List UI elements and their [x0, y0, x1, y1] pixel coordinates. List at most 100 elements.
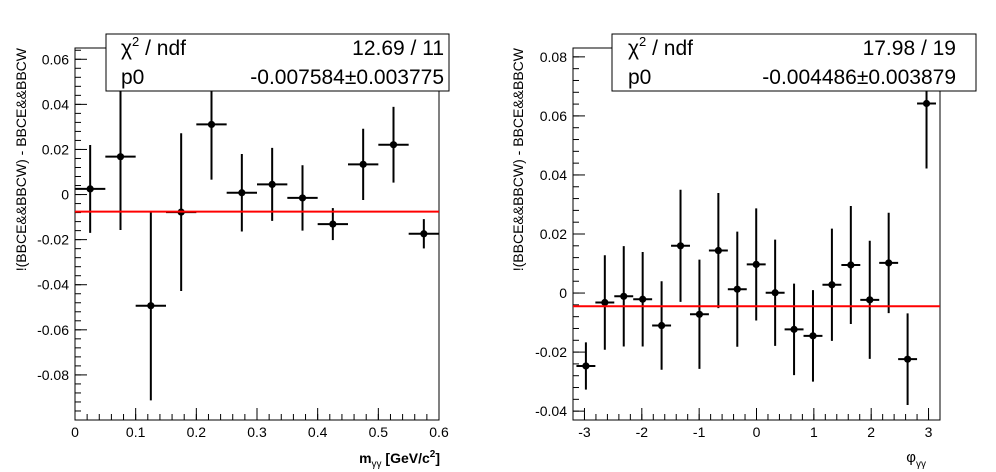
y-axis-title: !(BBCE&&BBCW) - BBCE&&BBCW [13, 47, 29, 271]
data-marker [298, 194, 307, 202]
data-marker [601, 298, 609, 307]
data-marker [885, 259, 893, 267]
right-panel-phi: -3 -2 -1 0 1 2 3 -0.04 -0.02 0 0.02 0.04 0.06 0.08 !(B… [510, 33, 977, 470]
stats-chi2-label: χ2 / ndf [628, 34, 693, 60]
data-marker [238, 189, 246, 197]
stats-p0-value: -0.004486±0.003879 [762, 66, 956, 89]
data-marker [268, 180, 276, 188]
data-marker [676, 242, 685, 250]
x-tick-label: 1 [810, 424, 818, 440]
stats-p0-number: -0.007584 [250, 66, 345, 89]
data-marker [116, 153, 125, 161]
stats-chi2-value: 17.98 / 19 [863, 37, 956, 60]
data-marker [420, 230, 428, 238]
y-tick-label: 0.06 [42, 51, 69, 67]
stats-chi-sup: 2 [639, 34, 646, 49]
x-tick-label: -1 [693, 424, 706, 440]
data-point [576, 342, 596, 390]
stats-p0-label: p0 [628, 66, 651, 89]
x-tick-label: -2 [636, 424, 649, 440]
stats-chi-sup: 2 [132, 34, 139, 49]
data-marker [809, 332, 817, 340]
data-point [822, 228, 842, 341]
data-marker [790, 325, 798, 333]
x-axis-title-sub: γγ [916, 459, 926, 470]
y-tick-label: 0.06 [540, 108, 567, 124]
y-tick-label: 0.08 [540, 49, 567, 65]
x-axis-title-main: m [359, 450, 371, 466]
stats-chi2-value: 12.69 / 11 [352, 37, 444, 60]
data-marker [847, 261, 855, 269]
stats-p0-value: -0.007584±0.003775 [250, 66, 444, 89]
stats-pm-symbol: ± [345, 66, 357, 89]
data-point [408, 219, 439, 249]
data-point [841, 205, 861, 325]
y-tick-label: -0.02 [535, 344, 567, 360]
data-marker [657, 321, 666, 330]
data-marker [620, 292, 628, 300]
data-point [595, 255, 615, 350]
y-tick-label: 0 [559, 285, 567, 301]
data-marker [714, 246, 722, 255]
stats-p0-error: 0.003879 [868, 66, 956, 89]
data-point [652, 281, 672, 370]
y-tick-label: 0.02 [42, 141, 69, 157]
data-marker [695, 310, 704, 318]
data-point [860, 240, 880, 359]
x-tick-label: 0.6 [429, 424, 449, 440]
x-tick-label: 0.5 [369, 424, 389, 440]
data-point [765, 239, 785, 346]
y-tick-label: 0 [61, 187, 69, 203]
data-point [746, 208, 766, 321]
y-tick-label: -0.04 [535, 403, 567, 419]
data-point [671, 189, 690, 302]
x-axis-title-main: φ [906, 449, 916, 466]
x-tick-label: 2 [867, 424, 875, 440]
data-point [898, 313, 918, 405]
x-axis-title: mγγ [GeV/c2] [359, 449, 440, 470]
data-marker [86, 185, 94, 193]
data-point [633, 252, 653, 347]
data-point [317, 208, 348, 241]
stats-p0-label: p0 [121, 66, 144, 89]
x-axis-title-unit: [GeV/c [382, 450, 430, 466]
data-marker [639, 295, 647, 303]
x-tick-label: 0.1 [126, 424, 146, 440]
stats-box [611, 33, 977, 92]
x-axis-title-close: ] [435, 450, 440, 466]
data-point [257, 147, 288, 221]
x-tick-label: 0 [753, 424, 761, 440]
data-point [879, 212, 899, 314]
data-point [287, 165, 318, 231]
data-point [727, 231, 747, 347]
stats-box [105, 33, 450, 92]
y-tick-label: 0.04 [540, 167, 567, 183]
data-point [689, 259, 709, 369]
y-tick-label: 0.04 [42, 96, 69, 112]
x-tick-label: 3 [925, 424, 933, 440]
data-marker [582, 362, 590, 370]
data-point [708, 192, 728, 309]
data-marker [828, 281, 836, 289]
data-marker [207, 120, 216, 129]
stats-p0-error: 0.003775 [356, 66, 444, 89]
x-tick-label: 0.4 [308, 424, 328, 440]
data-marker [771, 289, 779, 297]
data-point [614, 246, 634, 347]
data-point [226, 153, 257, 232]
data-marker [359, 160, 367, 168]
data-marker [389, 141, 398, 149]
data-point [135, 211, 166, 401]
y-tick-label: 0.02 [540, 226, 567, 242]
y-tick-label: -0.02 [37, 232, 69, 248]
data-marker [752, 260, 760, 269]
stats-ndf-label: / ndf [139, 37, 186, 60]
data-point [378, 106, 409, 183]
x-axis-title: φγγ [906, 449, 926, 470]
data-marker [866, 296, 874, 304]
x-axis-title-sup: 2 [430, 449, 436, 460]
y-axis-title: !(BBCE&&BBCW) - BBCE&&BBCW [510, 47, 526, 271]
left-panel-mass: 0 0.1 0.2 0.3 0.4 0.5 0.6 -0.08 -0.06 -0.04 -0.02 0… [13, 33, 450, 470]
x-tick-label: 0 [71, 424, 79, 440]
